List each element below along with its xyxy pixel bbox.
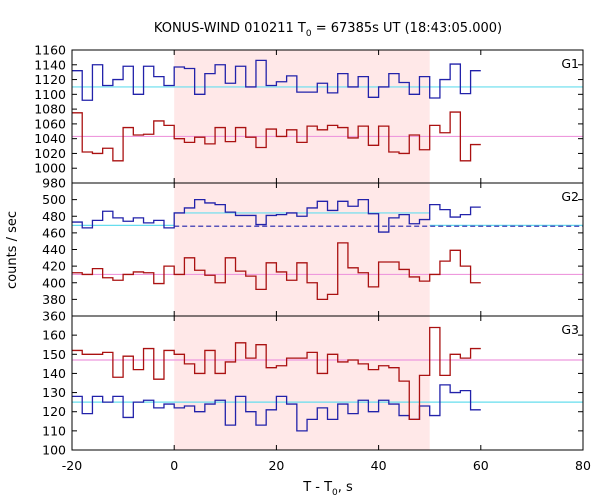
y-axis-label: counts / sec	[5, 211, 20, 289]
y-tick-label: 100	[42, 443, 66, 458]
series-step-blue	[72, 59, 481, 101]
y-tick-label: 1160	[34, 43, 66, 58]
y-tick-label: 1060	[34, 116, 66, 131]
panel-label: G1	[561, 56, 579, 71]
y-tick-label: 1100	[34, 87, 66, 102]
y-tick-label: 1020	[34, 146, 66, 161]
series-step-red	[72, 111, 481, 162]
y-tick-label: 120	[42, 404, 66, 419]
chart-title-rest: = 67385s UT (18:43:05.000)	[312, 21, 502, 36]
panel-label: G3	[561, 322, 579, 337]
y-tick-label: 420	[42, 259, 66, 274]
x-tick-label: 80	[575, 458, 591, 473]
series-step-red	[72, 242, 481, 301]
y-tick-label: 110	[42, 423, 66, 438]
y-tick-label: 160	[42, 328, 66, 343]
y-tick-label: 1140	[34, 57, 66, 72]
x-axis-label-main: T - T	[302, 480, 332, 495]
chart-title-subscript: 0	[306, 29, 312, 39]
x-axis-label-rest: , s	[338, 480, 353, 495]
y-tick-label: 1120	[34, 72, 66, 87]
y-tick-label: 480	[42, 209, 66, 224]
chart-title-main: KONUS-WIND 010211 T	[154, 21, 306, 36]
y-tick-label: 150	[42, 347, 66, 362]
y-tick-label: 440	[42, 242, 66, 257]
series-step-red	[72, 326, 481, 421]
x-tick-label: 20	[268, 458, 284, 473]
y-tick-label: 400	[42, 275, 66, 290]
y-tick-label: 980	[42, 176, 66, 191]
x-axis-label-subscript: 0	[332, 488, 338, 498]
y-tick-label: 1080	[34, 102, 66, 117]
series-step-blue	[72, 198, 481, 233]
panel-frame	[71, 315, 584, 451]
shaded-interval	[174, 316, 430, 450]
x-tick-label: 40	[371, 458, 387, 473]
panel-g3: 100 110 120 130 140 150 160 -20 0 20 40 60 80 G3	[42, 315, 591, 473]
y-tick-label: 130	[42, 385, 66, 400]
chart-title: KONUS-WIND 010211 T0 = 67385s UT (18:43:…	[154, 21, 502, 39]
x-tick-label: 0	[170, 458, 178, 473]
x-tick-label: 60	[473, 458, 489, 473]
x-axis-label: T - T0, s	[302, 480, 353, 498]
y-tick-label: 1040	[34, 131, 66, 146]
y-tick-label: 360	[42, 309, 66, 324]
panel-label: G2	[561, 189, 579, 204]
y-tick-label: 500	[42, 192, 66, 207]
x-tick-label: -20	[62, 458, 82, 473]
y-tick-label: 1000	[34, 161, 66, 176]
y-tick-label: 460	[42, 225, 66, 240]
shaded-interval	[174, 50, 430, 183]
panels: 980100010201040106010801100112011401160G…	[34, 43, 591, 474]
y-tick-label: 380	[42, 292, 66, 307]
y-tick-label: 140	[42, 366, 66, 381]
